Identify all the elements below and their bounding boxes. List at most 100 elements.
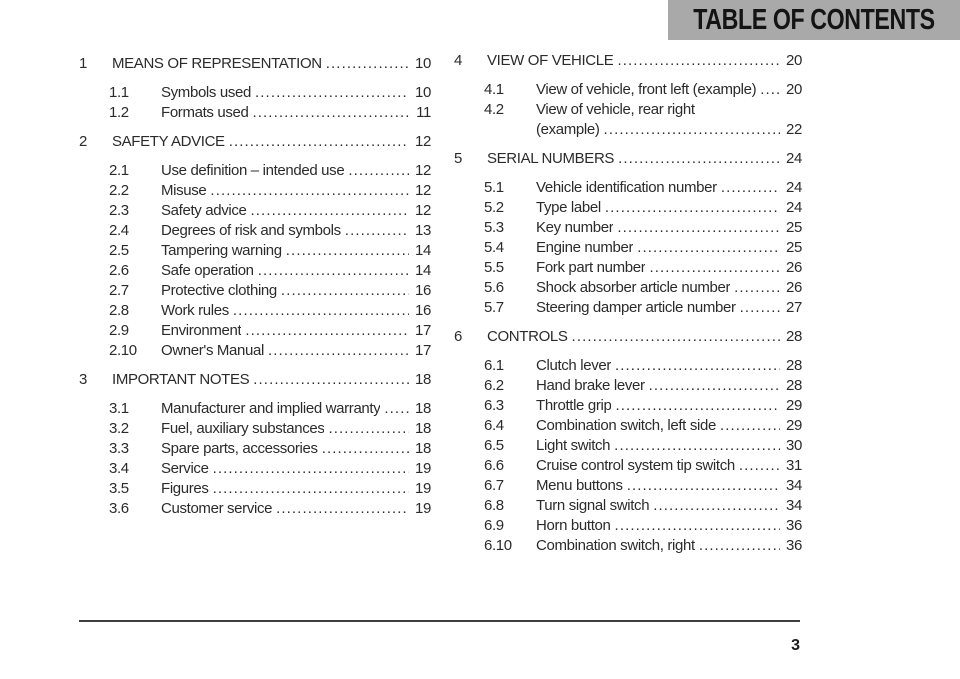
toc-entry-page: 19 (415, 460, 431, 477)
toc-item-entry[interactable]: 2.8 Work rules 16 (79, 301, 431, 321)
toc-entry-number: 5.2 (484, 199, 504, 216)
toc-entry-number: 2.7 (109, 282, 129, 299)
toc-item-entry[interactable]: 6.4 Combination switch, left side 29 (454, 416, 802, 436)
toc-dot-leader (253, 370, 409, 390)
toc-item-entry[interactable]: 2.3 Safety advice 12 (79, 201, 431, 221)
toc-entry-number: 5.7 (484, 299, 504, 316)
toc-item-entry[interactable]: 6.7 Menu buttons 34 (454, 476, 802, 496)
toc-section-entry[interactable]: 4 VIEW OF VEHICLE 20 (454, 51, 802, 71)
toc-section-entry[interactable]: 1 MEANS OF REPRESENTATION 10 (79, 54, 431, 74)
toc-item-entry[interactable]: 4.1 View of vehicle, front left (example)… (454, 80, 802, 100)
toc-item-entry[interactable]: 6.5 Light switch 30 (454, 436, 802, 456)
toc-entry-title: Shock absorber article number (536, 279, 731, 296)
toc-item-entry[interactable]: 5.3 Key number 25 (454, 218, 802, 238)
toc-entry-page: 36 (786, 517, 802, 534)
toc-item-entry[interactable]: 2.5 Tampering warning 14 (79, 241, 431, 261)
toc-entry-number: 2.4 (109, 222, 129, 239)
toc-item-entry[interactable]: 6.10 Combination switch, right 36 (454, 536, 802, 556)
toc-item-entry[interactable]: 5.1 Vehicle identification number 24 (454, 178, 802, 198)
toc-entry-number: 6.5 (484, 437, 504, 454)
toc-dot-leader (258, 261, 409, 281)
toc-entry-page: 16 (415, 282, 431, 299)
toc-entry-title: Menu buttons (536, 477, 623, 494)
toc-item-entry[interactable]: 3.2 Fuel, auxiliary substances 18 (79, 419, 431, 439)
toc-item-entry[interactable]: 6.8 Turn signal switch 34 (454, 496, 802, 516)
toc-item-entry[interactable]: 5.4 Engine number 25 (454, 238, 802, 258)
toc-entry-page: 10 (415, 84, 431, 101)
toc-item-entry[interactable]: 6.6 Cruise control system tip switch 31 (454, 456, 802, 476)
toc-item-entry[interactable]: 5.6 Shock absorber article number 26 (454, 278, 802, 298)
toc-item-entry[interactable]: (example) 22 (454, 120, 802, 140)
toc-dot-leader (720, 416, 780, 436)
toc-dot-leader (617, 51, 780, 71)
toc-entry-page: 14 (415, 242, 431, 259)
toc-item-entry[interactable]: 5.5 Fork part number 26 (454, 258, 802, 278)
toc-entry-title: View of vehicle, rear right (536, 101, 695, 118)
toc-entry-title: SAFETY ADVICE (112, 133, 225, 150)
toc-entry-title: Steering damper article number (536, 299, 736, 316)
toc-dot-leader (760, 80, 780, 100)
toc-dot-leader (699, 536, 780, 556)
toc-item-entry[interactable]: 1.2 Formats used 11 (79, 103, 431, 123)
toc-item-entry[interactable]: 3.4 Service 19 (79, 459, 431, 479)
toc-item-entry[interactable]: 5.7 Steering damper article number 27 (454, 298, 802, 318)
toc-entry-page: 36 (786, 537, 802, 554)
toc-entry-page: 28 (786, 377, 802, 394)
toc-entry-title: Figures (161, 480, 209, 497)
toc-entry-page: 27 (786, 299, 802, 316)
toc-entry-title: Combination switch, right (536, 537, 695, 554)
toc-entry-number: 3.4 (109, 460, 129, 477)
toc-item-entry[interactable]: 6.2 Hand brake lever 28 (454, 376, 802, 396)
toc-section-entry[interactable]: 3 IMPORTANT NOTES 18 (79, 370, 431, 390)
toc-item-entry[interactable]: 3.6 Customer service 19 (79, 499, 431, 519)
toc-dot-leader (617, 218, 780, 238)
toc-entry-number: 5 (454, 150, 462, 167)
toc-item-entry[interactable]: 2.6 Safe operation 14 (79, 261, 431, 281)
toc-entry-title: Symbols used (161, 84, 252, 101)
toc-item-entry[interactable]: 2.10 Owner's Manual 17 (79, 341, 431, 361)
toc-entry-page: 30 (786, 437, 802, 454)
toc-item-entry[interactable]: 2.9 Environment 17 (79, 321, 431, 341)
toc-entry-number: 3.5 (109, 480, 129, 497)
toc-item-entry[interactable]: 3.5 Figures 19 (79, 479, 431, 499)
toc-entry-title: Engine number (536, 239, 634, 256)
toc-entry-title: VIEW OF VEHICLE (487, 52, 614, 69)
toc-section-entry[interactable]: 6 CONTROLS 28 (454, 327, 802, 347)
toc-section-entry[interactable]: 2 SAFETY ADVICE 12 (79, 132, 431, 152)
toc-entry-title: Fuel, auxiliary substances (161, 420, 325, 437)
toc-entry-number: 2.5 (109, 242, 129, 259)
toc-item-entry[interactable]: 2.7 Protective clothing 16 (79, 281, 431, 301)
toc-dot-leader (229, 132, 409, 152)
toc-entry-title: Tampering warning (161, 242, 282, 259)
toc-entry-page: 19 (415, 480, 431, 497)
toc-dot-leader (253, 103, 410, 123)
toc-entry-title: CONTROLS (487, 328, 568, 345)
toc-section-entry[interactable]: 5 SERIAL NUMBERS 24 (454, 149, 802, 169)
toc-item-entry[interactable]: 5.2 Type label 24 (454, 198, 802, 218)
toc-item-entry[interactable]: 2.1 Use definition – intended use 12 (79, 161, 431, 181)
toc-item-entry[interactable]: 3.3 Spare parts, accessories 18 (79, 439, 431, 459)
toc-entry-page: 11 (416, 104, 431, 121)
toc-item-entry[interactable]: 4.2 View of vehicle, rear right (454, 100, 802, 120)
toc-entry-page: 25 (786, 219, 802, 236)
toc-item-entry[interactable]: 3.1 Manufacturer and implied warranty 18 (79, 399, 431, 419)
toc-item-entry[interactable]: 2.2 Misuse 12 (79, 181, 431, 201)
toc-column-left: 1 MEANS OF REPRESENTATION 10 1.1 Symbols use… (79, 54, 431, 519)
toc-item-entry[interactable]: 6.9 Horn button 36 (454, 516, 802, 536)
toc-item-entry[interactable]: 1.1 Symbols used 10 (79, 83, 431, 103)
toc-entry-number: 2.8 (109, 302, 129, 319)
toc-dot-leader (649, 258, 780, 278)
toc-entry-title: Customer service (161, 500, 273, 517)
toc-dot-leader (326, 54, 409, 74)
toc-item-entry[interactable]: 6.1 Clutch lever 28 (454, 356, 802, 376)
toc-entry-title: (example) (536, 121, 600, 138)
toc-entry-title: View of vehicle, front left (example) (536, 81, 757, 98)
footer-divider (79, 620, 800, 622)
toc-item-entry[interactable]: 6.3 Throttle grip 29 (454, 396, 802, 416)
toc-item-entry[interactable]: 2.4 Degrees of risk and symbols 13 (79, 221, 431, 241)
toc-entry-title: Protective clothing (161, 282, 277, 299)
toc-entry-number: 6.4 (484, 417, 504, 434)
toc-entry-number: 2.6 (109, 262, 129, 279)
toc-dot-leader (213, 459, 409, 479)
toc-entry-title: Combination switch, left side (536, 417, 716, 434)
